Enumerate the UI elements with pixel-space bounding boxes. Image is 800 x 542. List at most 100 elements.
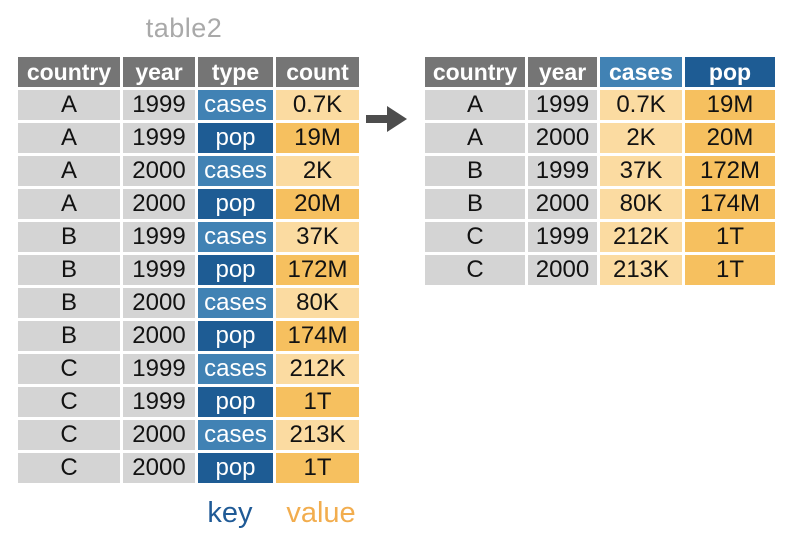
table-title: table2 bbox=[145, 13, 223, 43]
cell-count: 2K bbox=[276, 156, 359, 186]
cell-year: 1999 bbox=[123, 255, 195, 285]
table-row: B 2000 pop 174M bbox=[18, 321, 359, 351]
cell-pop: 174M bbox=[685, 189, 775, 219]
cell-count: 80K bbox=[276, 288, 359, 318]
cell-count: 0.7K bbox=[276, 90, 359, 120]
cell-year: 1999 bbox=[123, 354, 195, 384]
column-header-pop: pop bbox=[685, 57, 775, 87]
cell-year: 1999 bbox=[123, 123, 195, 153]
cell-year: 2000 bbox=[528, 123, 597, 153]
cell-type: pop bbox=[198, 189, 273, 219]
cell-type: pop bbox=[198, 321, 273, 351]
column-header-country: country bbox=[18, 57, 120, 87]
cell-count: 1T bbox=[276, 453, 359, 483]
table-row: A 2000 cases 2K bbox=[18, 156, 359, 186]
cell-count: 213K bbox=[276, 420, 359, 450]
cell-count: 20M bbox=[276, 189, 359, 219]
transform-right-arrow-icon bbox=[366, 100, 408, 138]
table-row: C 1999 212K 1T bbox=[425, 222, 775, 252]
column-header-year: year bbox=[123, 57, 195, 87]
table-row: B 1999 pop 172M bbox=[18, 255, 359, 285]
table-row: A 2000 pop 20M bbox=[18, 189, 359, 219]
cell-year: 2000 bbox=[528, 255, 597, 285]
long-table: country year type count A 1999 cases 0.7K A 1999… bbox=[15, 54, 362, 486]
table-row: C 2000 213K 1T bbox=[425, 255, 775, 285]
cell-year: 1999 bbox=[123, 90, 195, 120]
cell-country: A bbox=[18, 156, 120, 186]
cell-country: C bbox=[18, 354, 120, 384]
table-row: C 1999 cases 212K bbox=[18, 354, 359, 384]
cell-type: pop bbox=[198, 387, 273, 417]
cell-type: cases bbox=[198, 420, 273, 450]
cell-country: A bbox=[18, 90, 120, 120]
cell-year: 2000 bbox=[123, 288, 195, 318]
column-header-type: type bbox=[198, 57, 273, 87]
wide-table: country year cases pop A 1999 0.7K 19M A 2000 2K 2… bbox=[422, 54, 778, 288]
cell-count: 174M bbox=[276, 321, 359, 351]
column-header-country: country bbox=[425, 57, 525, 87]
cell-year: 1999 bbox=[123, 222, 195, 252]
table-row: B 2000 80K 174M bbox=[425, 189, 775, 219]
column-header-count: count bbox=[276, 57, 359, 87]
cell-year: 2000 bbox=[528, 189, 597, 219]
cell-country: C bbox=[18, 453, 120, 483]
cell-country: A bbox=[425, 123, 525, 153]
cell-cases: 37K bbox=[600, 156, 682, 186]
column-header-cases: cases bbox=[600, 57, 682, 87]
cell-type: pop bbox=[198, 453, 273, 483]
cell-year: 2000 bbox=[123, 321, 195, 351]
cell-cases: 2K bbox=[600, 123, 682, 153]
cell-type: cases bbox=[198, 288, 273, 318]
table-row: A 1999 0.7K 19M bbox=[425, 90, 775, 120]
cell-year: 1999 bbox=[123, 387, 195, 417]
cell-country: C bbox=[425, 222, 525, 252]
wide-table-header-row: country year cases pop bbox=[425, 57, 775, 87]
cell-country: B bbox=[18, 222, 120, 252]
table-row: C 2000 pop 1T bbox=[18, 453, 359, 483]
cell-type: cases bbox=[198, 156, 273, 186]
cell-year: 1999 bbox=[528, 156, 597, 186]
cell-country: A bbox=[425, 90, 525, 120]
cell-country: B bbox=[425, 189, 525, 219]
cell-type: pop bbox=[198, 123, 273, 153]
cell-count: 37K bbox=[276, 222, 359, 252]
cell-type: cases bbox=[198, 222, 273, 252]
cell-type: cases bbox=[198, 354, 273, 384]
long-table-header-row: country year type count bbox=[18, 57, 359, 87]
table-row: B 1999 37K 172M bbox=[425, 156, 775, 186]
cell-count: 19M bbox=[276, 123, 359, 153]
cell-country: B bbox=[425, 156, 525, 186]
table-row: A 1999 cases 0.7K bbox=[18, 90, 359, 120]
cell-pop: 1T bbox=[685, 222, 775, 252]
cell-type: pop bbox=[198, 255, 273, 285]
cell-country: A bbox=[18, 123, 120, 153]
cell-year: 2000 bbox=[123, 420, 195, 450]
cell-year: 2000 bbox=[123, 453, 195, 483]
cell-country: A bbox=[18, 189, 120, 219]
cell-count: 212K bbox=[276, 354, 359, 384]
value-label: value bbox=[286, 497, 356, 529]
cell-pop: 1T bbox=[685, 255, 775, 285]
cell-year: 2000 bbox=[123, 189, 195, 219]
cell-country: B bbox=[18, 288, 120, 318]
table-row: B 2000 cases 80K bbox=[18, 288, 359, 318]
cell-year: 1999 bbox=[528, 222, 597, 252]
cell-count: 172M bbox=[276, 255, 359, 285]
cell-cases: 212K bbox=[600, 222, 682, 252]
table-row: A 1999 pop 19M bbox=[18, 123, 359, 153]
cell-pop: 19M bbox=[685, 90, 775, 120]
cell-cases: 0.7K bbox=[600, 90, 682, 120]
cell-year: 2000 bbox=[123, 156, 195, 186]
cell-country: B bbox=[18, 255, 120, 285]
key-label: key bbox=[207, 497, 253, 529]
column-header-year: year bbox=[528, 57, 597, 87]
cell-country: C bbox=[425, 255, 525, 285]
table-row: A 2000 2K 20M bbox=[425, 123, 775, 153]
cell-count: 1T bbox=[276, 387, 359, 417]
cell-country: C bbox=[18, 387, 120, 417]
cell-type: cases bbox=[198, 90, 273, 120]
cell-pop: 20M bbox=[685, 123, 775, 153]
table-row: B 1999 cases 37K bbox=[18, 222, 359, 252]
cell-country: C bbox=[18, 420, 120, 450]
